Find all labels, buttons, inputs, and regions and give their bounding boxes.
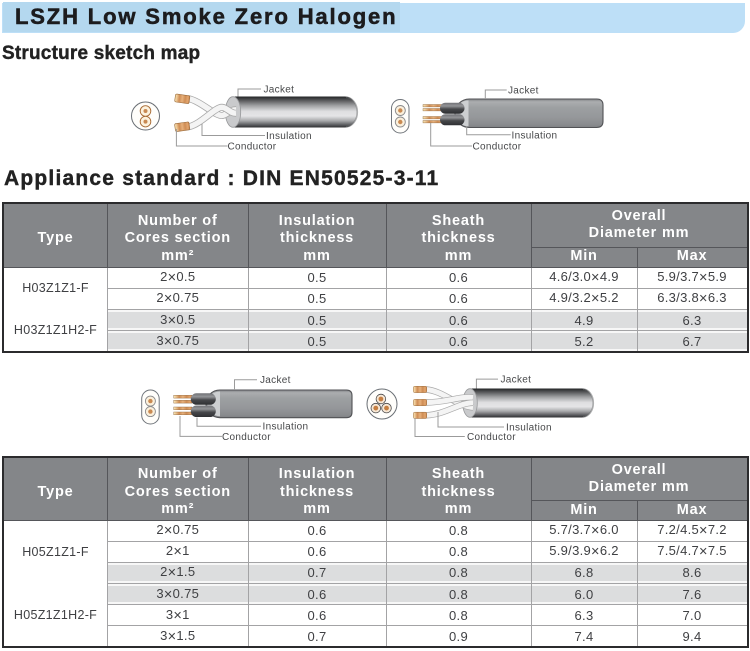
svg-text:Insulation: Insulation <box>263 422 309 433</box>
svg-text:Insulation: Insulation <box>506 423 552 434</box>
svg-text:Insulation: Insulation <box>266 131 312 142</box>
svg-text:Jacket: Jacket <box>508 86 539 97</box>
svg-text:Conductor: Conductor <box>473 142 522 153</box>
svg-text:Conductor: Conductor <box>222 432 271 443</box>
svg-text:Insulation: Insulation <box>512 130 558 141</box>
svg-text:Jacket: Jacket <box>501 375 532 386</box>
svg-text:Jacket: Jacket <box>264 85 295 96</box>
svg-text:Conductor: Conductor <box>467 432 516 443</box>
svg-text:Jacket: Jacket <box>260 375 291 386</box>
svg-text:Conductor: Conductor <box>228 142 277 153</box>
